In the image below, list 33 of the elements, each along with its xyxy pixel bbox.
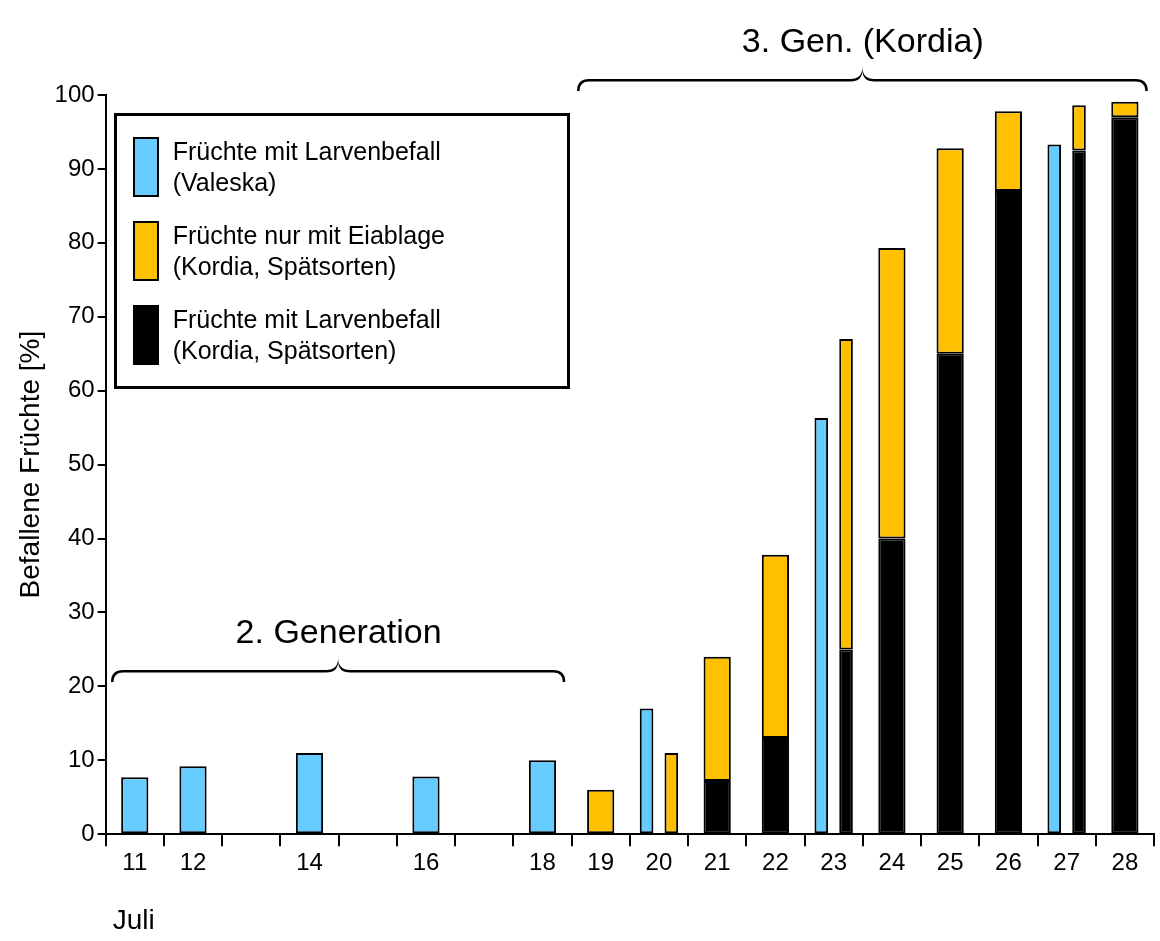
x-tick-label: 25 <box>936 848 964 876</box>
x-tick-label: 22 <box>762 848 789 876</box>
y-axis-title: Befallene Früchte [%] <box>13 330 45 599</box>
x-tick-label: 18 <box>529 848 556 876</box>
x-axis-title: Juli <box>112 904 155 937</box>
x-tick-label: 20 <box>645 848 673 876</box>
x-tick-label: 27 <box>1053 848 1080 876</box>
legend-label: Früchte nur mit Eiablage (Kordia, Spätsorten) <box>172 220 446 282</box>
y-tick-label: 20 <box>67 670 95 698</box>
text: 3. Gen. (Kordia) <box>741 21 984 60</box>
y-tick-label: 60 <box>67 375 95 403</box>
y-tick-label: 0 <box>81 818 95 846</box>
y-tick-label: 30 <box>67 597 95 625</box>
legend-label: Früchte mit Larvenbefall (Valeska) <box>172 136 442 198</box>
x-tick-label: 26 <box>995 848 1022 876</box>
y-tick-label: 10 <box>67 744 95 772</box>
x-tick-label: 12 <box>179 848 207 876</box>
x-tick-label: 24 <box>878 848 906 876</box>
x-tick-label: 21 <box>703 848 731 876</box>
x-tick-label: 11 <box>122 848 148 876</box>
y-tick-label: 100 <box>54 79 95 107</box>
x-tick-label: 16 <box>412 848 440 876</box>
y-tick-label: 80 <box>67 227 95 255</box>
legend-label: Früchte mit Larvenbefall (Kordia, Spätsorten) <box>172 304 442 366</box>
x-tick-label: 19 <box>587 848 615 876</box>
y-tick-label: 70 <box>67 301 95 329</box>
x-tick-label: 14 <box>296 848 323 876</box>
x-tick-label: 28 <box>1111 848 1139 876</box>
y-tick-label: 50 <box>67 449 95 477</box>
y-tick-label: 90 <box>67 153 95 181</box>
x-tick-label: 23 <box>820 848 848 876</box>
annotation: 2. Generation <box>235 612 442 652</box>
y-tick-label: 40 <box>67 523 95 551</box>
